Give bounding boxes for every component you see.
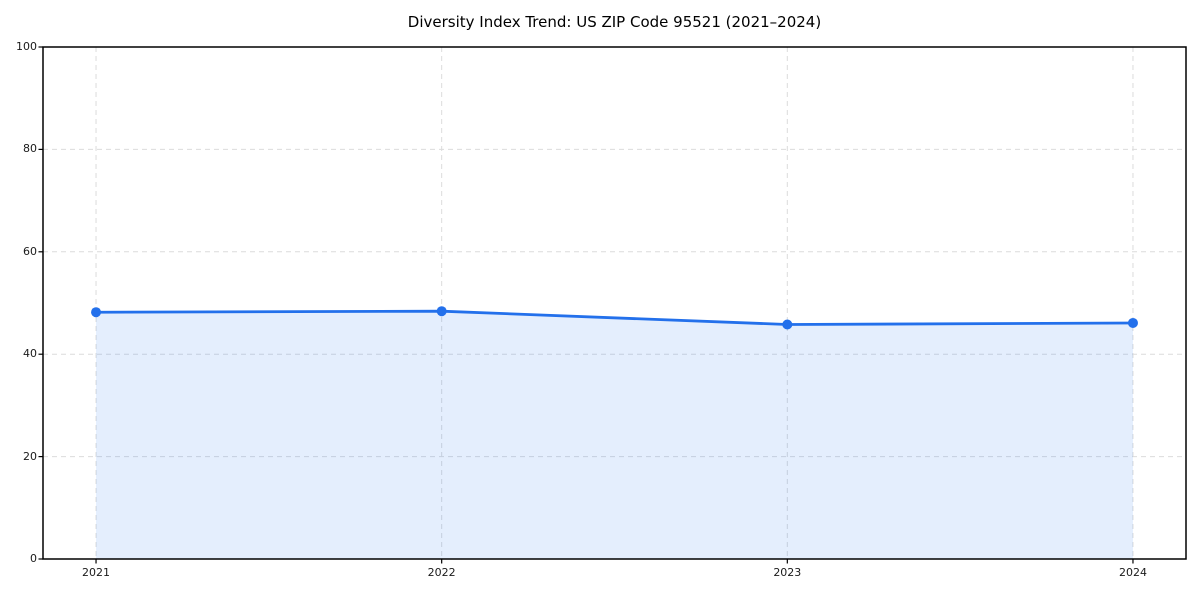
x-tick-label: 2021 bbox=[82, 566, 111, 579]
trend-line bbox=[94, 309, 1135, 326]
y-tick-label: 0 bbox=[30, 552, 37, 565]
chart-title: Diversity Index Trend: US ZIP Code 95521… bbox=[407, 13, 822, 31]
y-tick-label: 80 bbox=[23, 142, 37, 156]
data-point-marker bbox=[436, 306, 447, 317]
x-tick-label: 2023 bbox=[773, 566, 802, 579]
y-tick-label: 40 bbox=[23, 347, 37, 361]
area-fill bbox=[96, 311, 1133, 559]
data-point-marker bbox=[782, 319, 793, 330]
axes-spines bbox=[42, 46, 1187, 560]
x-tick-label: 2022 bbox=[427, 566, 456, 579]
x-tick-label: 2024 bbox=[1118, 566, 1147, 579]
y-tick-label: 60 bbox=[23, 244, 37, 258]
data-point-marker bbox=[1127, 317, 1138, 328]
data-point-marker bbox=[91, 307, 102, 318]
y-tick-label: 100 bbox=[16, 40, 37, 53]
y-tick-label: 20 bbox=[23, 449, 37, 463]
